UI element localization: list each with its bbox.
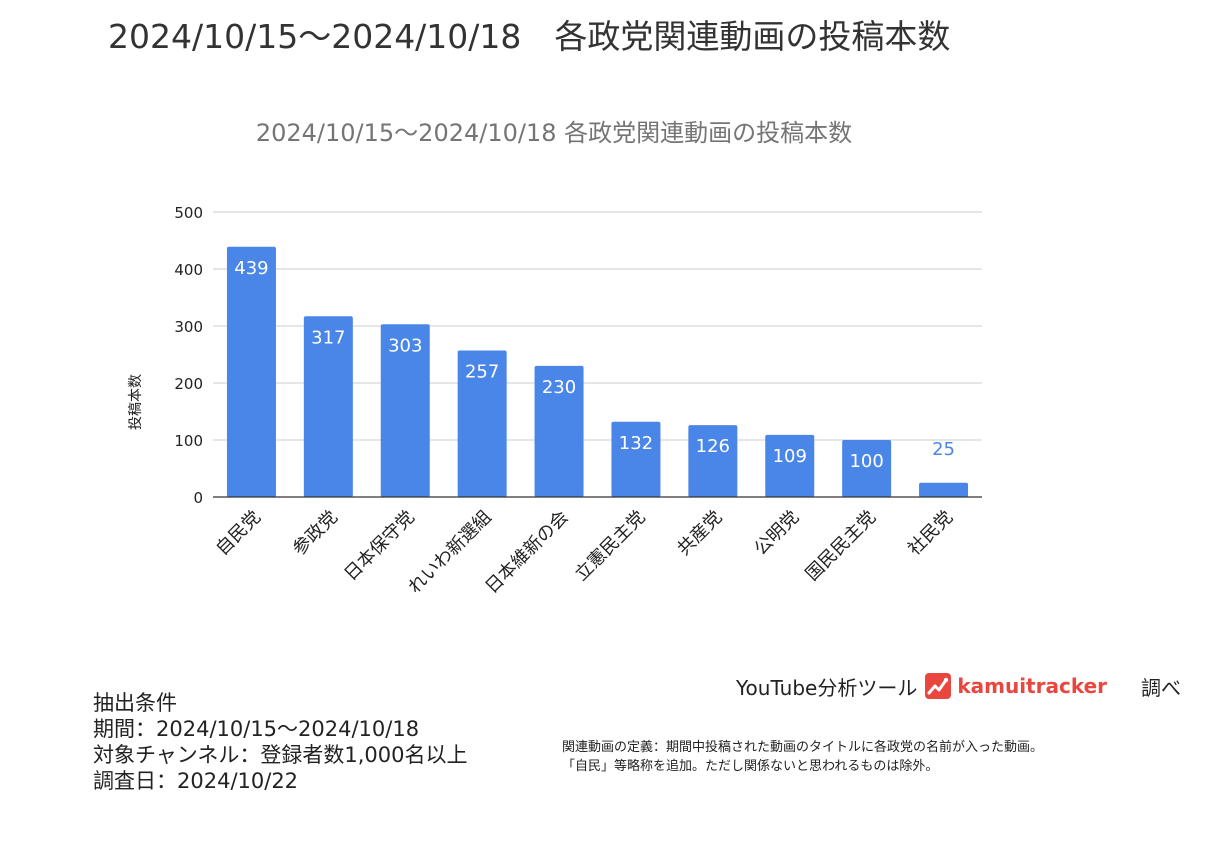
y-tick-label: 200 bbox=[174, 375, 203, 393]
bar-chart: 2024/10/15～2024/10/18 各政党関連動画の投稿本数 投稿本数 … bbox=[128, 119, 982, 598]
x-tick-label: 参政党 bbox=[289, 507, 342, 560]
x-tick-label: 国民民主党 bbox=[802, 507, 880, 585]
x-tick-label: 社民党 bbox=[904, 507, 957, 560]
condition-period: 期間：2024/10/15～2024/10/18 bbox=[93, 717, 420, 741]
data-label: 126 bbox=[696, 436, 730, 457]
brand-prefix: YouTube分析ツール bbox=[736, 675, 918, 700]
data-label: 230 bbox=[542, 377, 576, 398]
x-tick-labels: 自民党 参政党日本保守党れいわ新選組日本維新の会立憲民主党 共産党 公明党国民民主党社… bbox=[212, 506, 957, 598]
y-axis-label: 投稿本数 bbox=[128, 374, 144, 430]
definition-note-line-2: 「自民」等略称を追加。ただし関係ないと思われるものは除外。 bbox=[562, 759, 939, 774]
x-tick-label: 共産党 bbox=[673, 507, 726, 560]
data-label: 303 bbox=[388, 335, 422, 356]
page-title: 2024/10/15～2024/10/18 各政党関連動画の投稿本数 bbox=[108, 17, 951, 56]
y-tick-label: 300 bbox=[174, 318, 203, 336]
condition-channel: 対象チャンネル：登録者数1,000名以上 bbox=[93, 743, 468, 767]
bar bbox=[688, 425, 738, 497]
bars bbox=[226, 246, 969, 497]
bar bbox=[765, 434, 815, 497]
bar bbox=[842, 440, 892, 497]
condition-survey-date: 調査日：2024/10/22 bbox=[93, 769, 299, 793]
bar bbox=[457, 350, 507, 497]
bar bbox=[303, 316, 353, 497]
data-label: 132 bbox=[619, 433, 653, 454]
brand-suffix: 調べ bbox=[1141, 675, 1182, 700]
data-label: 439 bbox=[234, 258, 268, 279]
bar bbox=[534, 365, 584, 497]
y-tick-label: 400 bbox=[174, 261, 203, 279]
definition-note-line-1: 関連動画の定義：期間中投稿された動画のタイトルに各政党の名前が入った動画。 bbox=[562, 740, 1044, 755]
data-label: 317 bbox=[311, 327, 345, 348]
brand-credit: YouTube分析ツール kamuitracker 調べ bbox=[736, 670, 1181, 702]
bar bbox=[611, 421, 661, 497]
conditions-heading: 抽出条件 bbox=[93, 691, 177, 715]
data-label: 109 bbox=[773, 446, 807, 467]
brand-name: kamuitracker bbox=[957, 674, 1108, 698]
data-label: 100 bbox=[849, 451, 883, 472]
definition-note: 関連動画の定義：期間中投稿された動画のタイトルに各政党の名前が入った動画。 「自… bbox=[562, 738, 1043, 776]
x-tick-label: 日本保守党 bbox=[340, 507, 418, 585]
extraction-conditions: 抽出条件 期間：2024/10/15～2024/10/18 対象チャンネル：登録… bbox=[93, 690, 468, 794]
bar bbox=[919, 482, 969, 497]
data-label: 257 bbox=[465, 362, 499, 383]
y-tick-labels: 0 100 200 300 400 500 bbox=[174, 204, 203, 507]
x-tick-label: 公明党 bbox=[750, 507, 803, 560]
chart-title: 2024/10/15～2024/10/18 各政党関連動画の投稿本数 bbox=[256, 119, 852, 147]
data-label: 25 bbox=[932, 439, 955, 460]
x-tick-label: 立憲民主党 bbox=[570, 506, 649, 585]
bar bbox=[380, 324, 430, 497]
kamuitracker-logo-icon bbox=[925, 673, 952, 699]
data-labels: 439 317 303 257 230 132 126 109 100 25 bbox=[234, 258, 955, 472]
bar bbox=[226, 246, 276, 497]
y-tick-label: 0 bbox=[193, 489, 203, 507]
x-tick-label: 自民党 bbox=[212, 507, 265, 560]
y-tick-label: 500 bbox=[174, 204, 203, 222]
y-tick-label: 100 bbox=[174, 432, 203, 450]
x-tick-label: 日本維新の会 bbox=[481, 507, 572, 598]
